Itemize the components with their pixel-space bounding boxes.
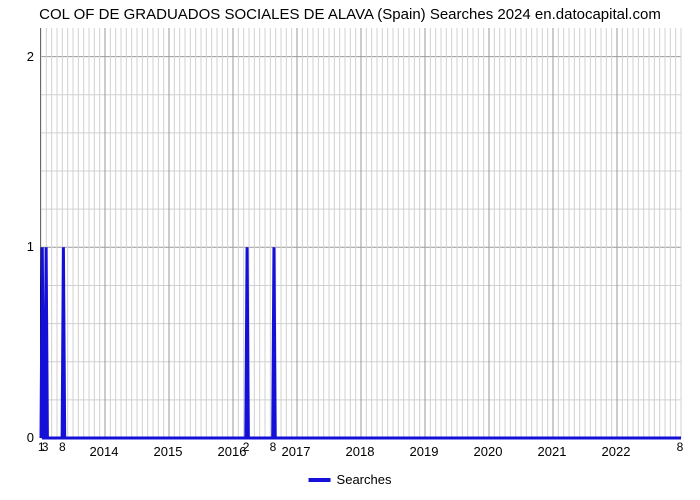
chart-title: COL OF DE GRADUADOS SOCIALES DE ALAVA (S… [0,6,700,23]
plot-area [40,28,680,438]
x-year-label: 2021 [538,444,567,459]
x-value-label: 8 [677,440,684,454]
x-year-label: 2018 [346,444,375,459]
y-tick-label: 1 [4,239,34,254]
x-year-label: 2017 [282,444,311,459]
x-value-label: 8 [270,440,277,454]
legend-label: Searches [337,472,392,487]
x-value-label: 2 [243,440,250,454]
x-year-label: 2014 [90,444,119,459]
y-tick-label: 0 [4,430,34,445]
x-year-label: 2019 [410,444,439,459]
legend-swatch [309,478,331,482]
y-tick-label: 2 [4,49,34,64]
x-year-label: 2020 [474,444,503,459]
x-year-label: 2022 [602,444,631,459]
x-value-label: 8 [59,440,66,454]
chart-svg [41,28,681,438]
legend: Searches [309,472,392,487]
x-value-label: 3 [42,440,49,454]
x-year-label: 2015 [154,444,183,459]
